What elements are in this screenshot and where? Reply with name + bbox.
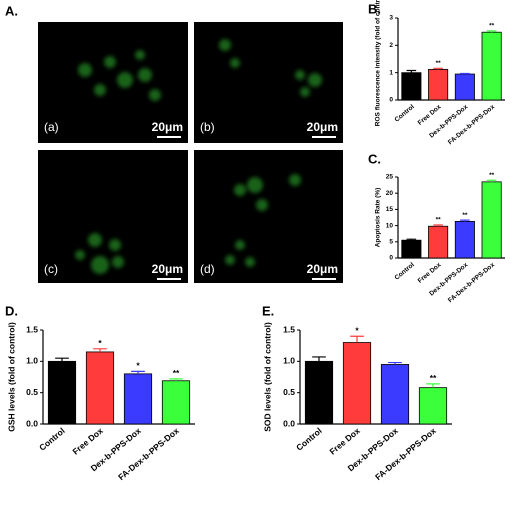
y-tick-label: 0.0 [26, 418, 38, 428]
error-bar [486, 30, 497, 33]
significance: ** [489, 23, 495, 30]
y-tick-label: 1.5 [283, 324, 295, 334]
y-axis-label: ROS fluorescence intensity (fold of cont… [375, 0, 382, 126]
micrograph: (c) 20μm [38, 150, 188, 283]
y-tick-label: 0.0 [283, 418, 295, 428]
error-bar [169, 378, 183, 381]
error-bar [55, 357, 69, 362]
panel-label: A. [5, 3, 18, 18]
significance: ** [173, 368, 180, 378]
y-tick-label: 2 [389, 42, 393, 49]
significance: * [136, 361, 140, 371]
error-bar [350, 335, 364, 343]
bar [454, 73, 475, 101]
significance: * [98, 338, 102, 348]
bar [418, 387, 448, 425]
error-bar [312, 356, 326, 362]
panel-label: B. [368, 1, 381, 16]
y-tick-label: 25 [386, 174, 394, 181]
micrograph: (d) 20μm [194, 150, 343, 283]
error-bar [406, 238, 417, 241]
bar [401, 72, 422, 101]
x-tick-label: FA-Dex-b-PPS-Dox [447, 103, 496, 146]
bar [342, 342, 372, 425]
bar [401, 239, 422, 259]
significance: ** [436, 60, 442, 67]
x-tick-label: Control [37, 426, 67, 453]
error-bar [131, 370, 145, 374]
y-tick-label: 20 [386, 190, 394, 197]
y-tick-label: 3 [389, 15, 393, 22]
bar [161, 380, 191, 425]
bar [304, 360, 334, 425]
x-tick-label: Free Dox [70, 425, 105, 456]
panel-label: E. [262, 303, 274, 318]
significance: ** [462, 212, 468, 219]
micrograph: (a) 20μm [38, 22, 188, 143]
error-bar [426, 383, 440, 388]
y-tick-label: 0.5 [283, 387, 295, 397]
y-tick-label: 1.0 [26, 356, 38, 366]
x-tick-label: FA-Dex-b-PPS-Dox [447, 261, 496, 304]
scale-label: 20μm [152, 262, 183, 276]
micrograph: (b) 20μm [194, 22, 343, 143]
scale-label: 20μm [307, 120, 338, 134]
image-label: (c) [44, 262, 58, 276]
scale-label: 20μm [307, 262, 338, 276]
x-tick-label: Control [394, 103, 416, 123]
error-bar [388, 361, 402, 365]
bar [47, 360, 77, 425]
bar [481, 31, 502, 101]
y-tick-label: 0 [389, 97, 393, 104]
y-axis-label: GSH levels (fold of control) [6, 322, 16, 432]
bar [454, 220, 475, 259]
image-label: (b) [200, 120, 215, 134]
panel-label: C. [368, 151, 381, 166]
significance: * [355, 326, 359, 336]
x-tick-label: Control [394, 261, 416, 281]
bar [481, 181, 502, 259]
bar [123, 373, 153, 425]
error-bar [460, 72, 470, 75]
error-bar [433, 67, 443, 70]
x-tick-label: Free Dox [417, 261, 443, 284]
y-tick-label: 1.5 [26, 324, 38, 334]
y-tick-label: 0 [389, 255, 393, 262]
significance: ** [436, 217, 442, 224]
x-tick-label: Control [294, 426, 324, 453]
image-label: (a) [44, 120, 59, 134]
y-tick-label: 5 [389, 239, 393, 246]
image-label: (d) [200, 262, 215, 276]
y-axis-label: SOD levels (fold of control) [262, 322, 272, 432]
y-tick-label: 1 [389, 69, 393, 76]
y-tick-label: 10 [386, 222, 394, 229]
y-axis-label: Apoptosis Rate (%) [375, 188, 382, 248]
error-bar [406, 69, 417, 73]
significance: ** [430, 373, 437, 383]
bar [85, 351, 115, 425]
error-bar [486, 179, 497, 182]
bar [428, 68, 449, 101]
scale-label: 20μm [152, 120, 183, 134]
bar [428, 225, 449, 259]
y-tick-label: 1.0 [283, 356, 295, 366]
y-tick-label: 15 [386, 206, 394, 213]
panel-label: D. [5, 303, 18, 318]
bar [380, 364, 410, 425]
significance: ** [489, 172, 495, 179]
error-bar [93, 348, 107, 352]
x-tick-label: Free Dox [417, 103, 443, 126]
error-bar [433, 224, 443, 227]
x-tick-label: Free Dox [327, 425, 362, 456]
y-tick-label: 0.5 [26, 387, 38, 397]
error-bar [460, 219, 470, 222]
